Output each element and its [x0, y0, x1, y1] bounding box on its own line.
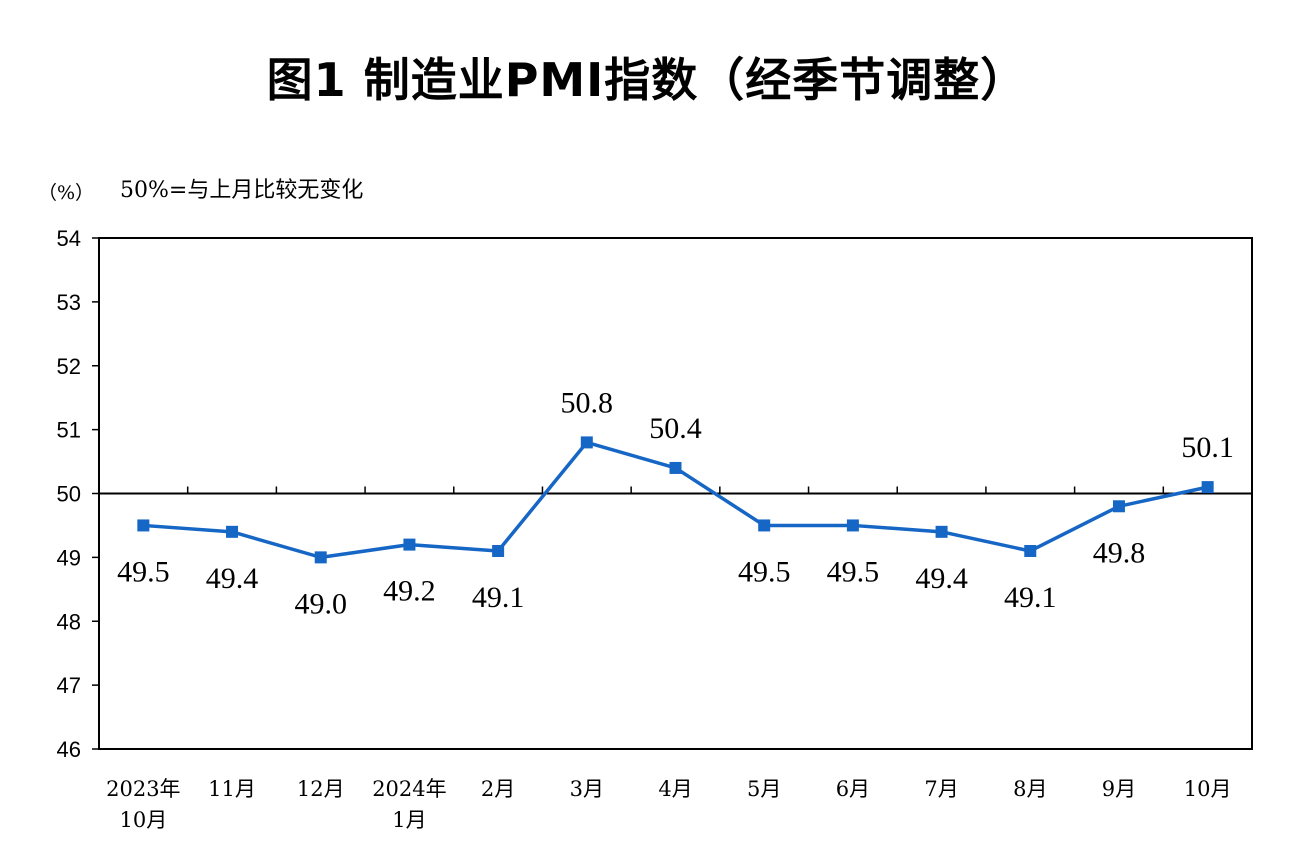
data-label: 49.4 — [206, 562, 259, 595]
x-tick-label: 11月 — [208, 777, 256, 801]
y-unit-label: （%） — [38, 182, 95, 204]
x-tick-label-line: 6月 — [836, 777, 870, 801]
y-tick-label: 48 — [57, 609, 81, 634]
data-label: 49.4 — [915, 562, 968, 595]
data-label: 49.1 — [472, 581, 525, 614]
data-label: 50.1 — [1181, 431, 1234, 464]
data-point-marker — [669, 461, 682, 474]
y-tick-label: 50 — [57, 482, 81, 507]
data-point-marker — [580, 436, 593, 449]
data-label: 49.2 — [383, 575, 436, 608]
y-tick-label: 54 — [57, 226, 81, 251]
x-tick-label: 10月 — [1184, 777, 1232, 801]
x-tick-label-line: 2024年 — [372, 777, 446, 801]
chart-title: 图1 制造业PMI指数（经季节调整） — [266, 53, 1028, 107]
data-point-marker — [226, 525, 239, 538]
x-tick-label: 2月 — [481, 777, 515, 801]
data-label: 49.5 — [117, 555, 170, 588]
x-tick-label: 6月 — [836, 777, 870, 801]
y-tick-label: 47 — [57, 673, 81, 698]
x-tick-label: 12月 — [297, 777, 345, 801]
x-tick-label-line: 9月 — [1102, 777, 1136, 801]
x-tick-label-line: 5月 — [747, 777, 781, 801]
data-point-marker — [846, 519, 859, 532]
x-tick-label: 5月 — [747, 777, 781, 801]
x-tick-label-line: 10月 — [119, 808, 167, 832]
y-tick-label: 52 — [57, 354, 81, 379]
y-tick-label: 51 — [57, 418, 81, 443]
data-point-marker — [137, 519, 150, 532]
y-tick-label: 53 — [57, 290, 81, 315]
x-tick-label: 3月 — [570, 777, 604, 801]
x-tick-label-line: 2023年 — [106, 777, 180, 801]
data-label: 50.4 — [649, 412, 702, 445]
data-label: 49.5 — [738, 555, 791, 588]
x-tick-label-line: 4月 — [658, 777, 692, 801]
data-point-marker — [492, 544, 505, 557]
x-tick-label-line: 7月 — [924, 777, 958, 801]
data-point-marker — [1112, 500, 1125, 513]
data-point-marker — [758, 519, 771, 532]
data-point-marker — [403, 538, 416, 551]
y-tick-label: 46 — [57, 737, 81, 762]
x-tick-label: 7月 — [924, 777, 958, 801]
y-tick-label: 49 — [57, 545, 81, 570]
x-tick-label: 2023年 10月 — [106, 777, 180, 832]
x-tick-label: 9月 — [1102, 777, 1136, 801]
data-label: 49.8 — [1093, 536, 1146, 569]
data-label: 50.8 — [561, 386, 614, 419]
data-point-marker — [935, 525, 948, 538]
data-label: 49.5 — [827, 555, 880, 588]
x-tick-label-line: 11月 — [208, 777, 256, 801]
data-label: 49.1 — [1004, 581, 1057, 614]
x-tick-label-line: 8月 — [1013, 777, 1047, 801]
x-tick-label-line: 1月 — [392, 808, 426, 832]
x-tick-label-line: 2月 — [481, 777, 515, 801]
reference-note: 50%=与上月比较无变化 — [120, 178, 364, 203]
x-tick-label: 8月 — [1013, 777, 1047, 801]
series-line — [143, 440, 1209, 560]
data-point-marker — [314, 551, 327, 564]
x-tick-label-line: 3月 — [570, 777, 604, 801]
x-tick-label-line: 12月 — [297, 777, 345, 801]
data-point-marker — [1024, 544, 1037, 557]
x-tick-label: 4月 — [658, 777, 692, 801]
x-tick-label: 2024年 1月 — [372, 777, 446, 832]
data-label: 49.0 — [294, 587, 347, 620]
data-point-marker — [1201, 481, 1214, 494]
x-tick-label-line: 10月 — [1184, 777, 1232, 801]
